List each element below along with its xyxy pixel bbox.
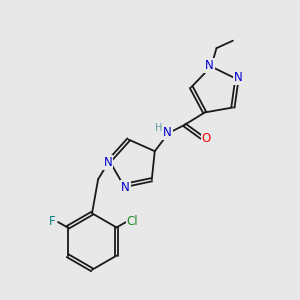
- Text: N: N: [234, 71, 243, 84]
- Text: N: N: [163, 126, 172, 139]
- Text: F: F: [49, 215, 56, 228]
- Text: N: N: [205, 58, 214, 72]
- Text: Cl: Cl: [127, 215, 138, 228]
- Text: O: O: [202, 132, 211, 146]
- Text: N: N: [103, 156, 112, 169]
- Text: N: N: [121, 181, 130, 194]
- Text: H: H: [155, 123, 162, 133]
